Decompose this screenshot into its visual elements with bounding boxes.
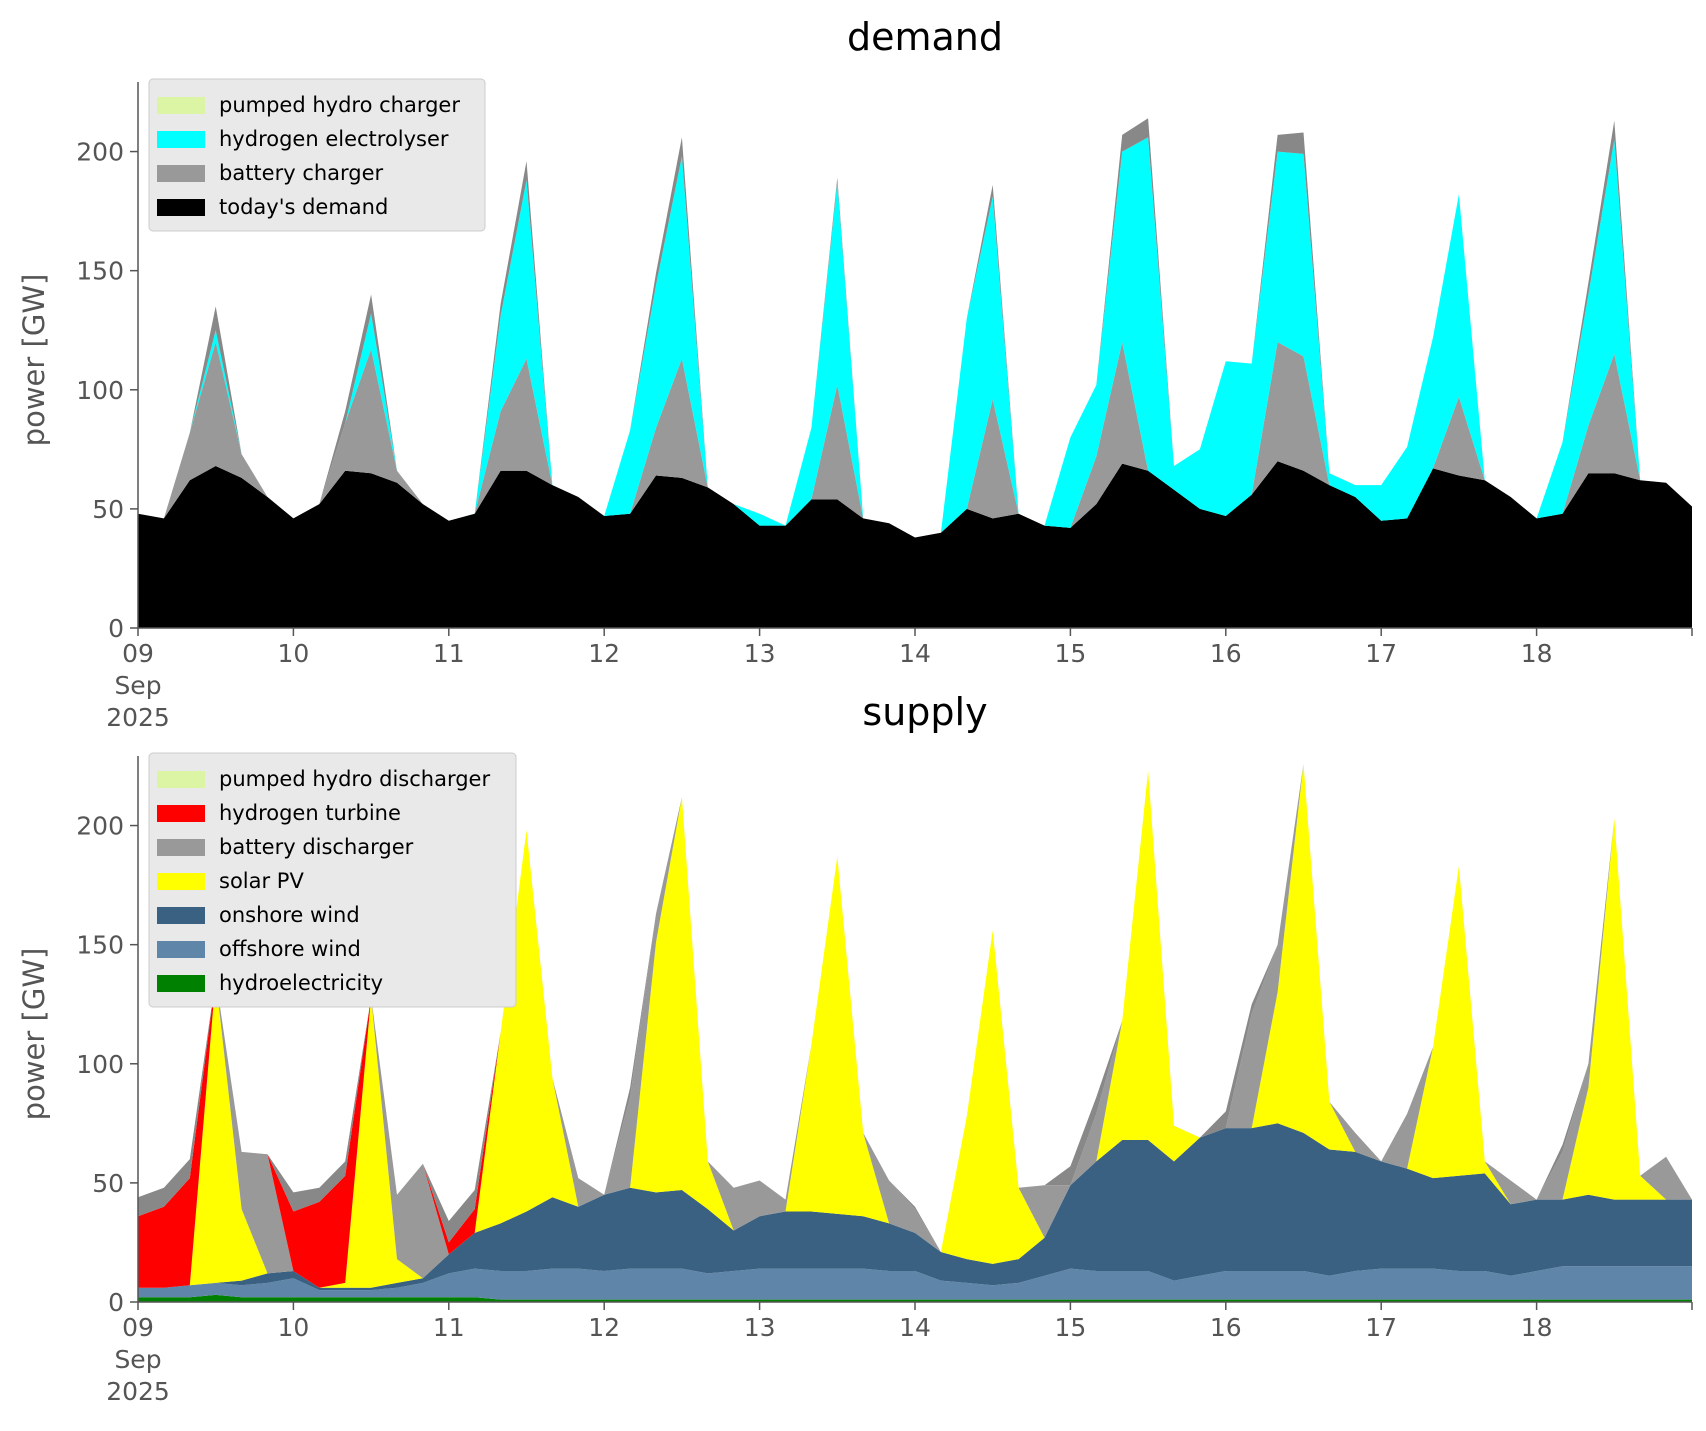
x-tick-label: 15 [1054, 1313, 1086, 1342]
legend: pumped hydro charger hydrogen electrolyse… [148, 78, 486, 232]
x-tick-label: 17 [1365, 1313, 1397, 1342]
x-tick-label: 13 [744, 1313, 776, 1342]
legend-swatch [157, 873, 205, 890]
x-tick-label: 09 [122, 1313, 154, 1342]
legend-box [148, 78, 486, 232]
chart-title: demand [847, 15, 1003, 59]
legend-swatch [157, 941, 205, 958]
x-tick-label: 12 [588, 1313, 620, 1342]
x-tick-label: 17 [1365, 639, 1397, 668]
legend: pumped hydro discharger hydrogen turbine b… [148, 752, 517, 1008]
legend-label: hydroelectricity [219, 971, 383, 995]
area-hydrogen-turbine [138, 763, 1692, 1288]
area-battery-charger [138, 342, 1692, 538]
legend-label: hydrogen turbine [219, 801, 401, 825]
y-tick-label: 150 [76, 931, 124, 960]
x-tick-label: 11 [433, 639, 465, 668]
x-tick-label: 14 [899, 639, 931, 668]
chart-title: supply [862, 690, 987, 734]
x-tick-label: 14 [899, 1313, 931, 1342]
y-tick-label: 100 [76, 376, 124, 405]
legend-label: pumped hydro discharger [219, 767, 490, 791]
supply-panel: supply 0 50 100 150 200 09 10 11 12 13 14 15 16 17 18 Se… [17, 690, 1693, 1406]
y-tick-label: 150 [76, 257, 124, 286]
legend-swatch [157, 199, 205, 216]
legend-swatch [157, 805, 205, 822]
x-tick-label: 13 [744, 639, 776, 668]
x-tick-label: 12 [588, 639, 620, 668]
legend-swatch [157, 771, 205, 788]
legend-label: solar PV [219, 869, 304, 893]
legend-label: battery discharger [219, 835, 414, 859]
area-hydroelectricity [138, 1294, 1692, 1302]
x-tick-label: 10 [277, 1313, 309, 1342]
x-tick-label: 15 [1054, 639, 1086, 668]
legend-swatch [157, 907, 205, 924]
x-tick-sublabel: 2025 [106, 703, 170, 732]
x-tick-label: 16 [1210, 639, 1242, 668]
area-offshore-wind [138, 1266, 1692, 1300]
legend-label: onshore wind [219, 903, 360, 927]
x-tick-label: 18 [1521, 639, 1553, 668]
legend-swatch [157, 97, 205, 114]
y-tick-label: 0 [108, 1288, 124, 1317]
x-tick-label: 11 [433, 1313, 465, 1342]
y-tick-label: 100 [76, 1050, 124, 1079]
legend-swatch [157, 131, 205, 148]
area-pumped-hydro-discharger [138, 763, 1692, 1252]
area-solar-pv [138, 763, 1692, 1288]
legend-label: battery charger [219, 161, 384, 185]
legend-box [148, 752, 517, 1008]
x-tick-label: 16 [1210, 1313, 1242, 1342]
legend-label: today's demand [219, 195, 388, 219]
x-tick-label: 09 [122, 639, 154, 668]
legend-label: hydrogen electrolyser [219, 127, 449, 151]
legend-label: offshore wind [219, 937, 361, 961]
x-tick-label: 10 [277, 639, 309, 668]
area-hydrogen-electrolyser [138, 137, 1692, 538]
legend-swatch [157, 975, 205, 992]
y-axis-label: power [GW] [17, 948, 51, 1121]
y-tick-label: 50 [92, 495, 124, 524]
x-tick-sublabel: Sep [114, 1345, 161, 1374]
x-tick-label: 18 [1521, 1313, 1553, 1342]
area-onshore-wind [138, 1123, 1692, 1291]
y-axis-label: power [GW] [17, 274, 51, 447]
legend-label: pumped hydro charger [219, 93, 460, 117]
legend-swatch [157, 839, 205, 856]
y-tick-label: 50 [92, 1169, 124, 1198]
y-tick-label: 200 [76, 812, 124, 841]
legend-swatch [157, 165, 205, 182]
area-today-s-demand [138, 461, 1692, 628]
demand-panel: demand 0 50 100 150 200 09 10 11 12 13 14 15 16 17 18 Se… [17, 15, 1693, 732]
x-tick-sublabel: 2025 [106, 1377, 170, 1406]
x-tick-sublabel: Sep [114, 671, 161, 700]
y-tick-label: 0 [108, 614, 124, 643]
y-tick-label: 200 [76, 138, 124, 167]
